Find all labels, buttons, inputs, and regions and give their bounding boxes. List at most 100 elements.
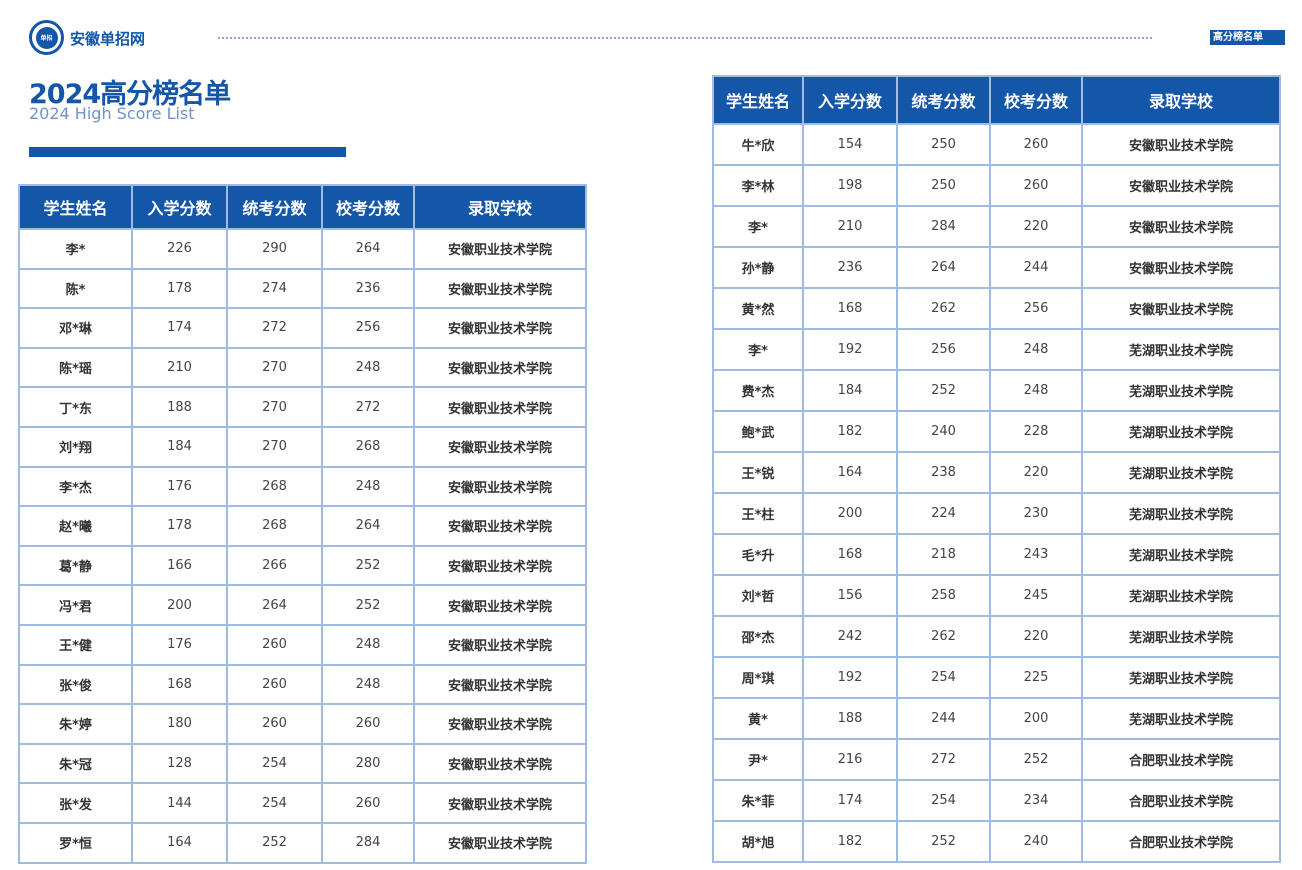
column-header-entry-score: 入学分数: [802, 75, 898, 125]
entry-score-cell: 144: [131, 782, 228, 824]
entry-score-cell: 180: [131, 703, 228, 745]
unified-score-cell: 268: [226, 465, 323, 508]
column-header-student-name: 学生姓名: [712, 75, 804, 125]
student-name-cell: 胡*旭: [712, 820, 804, 863]
student-name-cell: 李*杰: [18, 465, 133, 508]
column-header-entry-score: 入学分数: [131, 184, 228, 230]
column-header-school-score: 校考分数: [989, 75, 1083, 125]
admitted-school-cell: 安徽职业技术学院: [413, 663, 587, 706]
table-row: 李* 210 284 220 安徽职业技术学院: [712, 205, 1281, 248]
school-score-cell: 225: [989, 656, 1083, 699]
column-header-unified-score: 统考分数: [226, 184, 323, 230]
student-name-cell: 毛*升: [712, 533, 804, 576]
student-name-cell: 邵*杰: [712, 615, 804, 658]
unified-score-cell: 270: [226, 425, 323, 468]
unified-score-cell: 260: [226, 703, 323, 745]
entry-score-cell: 210: [802, 205, 898, 248]
table-row: 邵*杰 242 262 220 芜湖职业技术学院: [712, 615, 1281, 658]
student-name-cell: 孙*静: [712, 246, 804, 289]
student-name-cell: 丁*东: [18, 386, 133, 428]
student-name-cell: 冯*君: [18, 584, 133, 626]
school-score-cell: 220: [989, 451, 1083, 494]
school-score-cell: 248: [989, 369, 1083, 412]
school-score-cell: 260: [989, 164, 1083, 207]
entry-score-cell: 184: [131, 425, 228, 468]
entry-score-cell: 164: [802, 451, 898, 494]
admitted-school-cell: 安徽职业技术学院: [413, 623, 587, 666]
admitted-school-cell: 安徽职业技术学院: [413, 346, 587, 389]
admitted-school-cell: 安徽职业技术学院: [413, 505, 587, 547]
entry-score-cell: 174: [131, 307, 228, 349]
admitted-school-cell: 合肥职业技术学院: [1081, 738, 1281, 781]
school-score-cell: 230: [989, 492, 1083, 535]
entry-score-cell: 210: [131, 346, 228, 389]
entry-score-cell: 154: [802, 123, 898, 166]
admitted-school-cell: 芜湖职业技术学院: [1081, 451, 1281, 494]
entry-score-cell: 192: [802, 328, 898, 371]
entry-score-cell: 176: [131, 465, 228, 508]
table-row: 牛*欣 154 250 260 安徽职业技术学院: [712, 123, 1281, 166]
student-name-cell: 李*: [712, 328, 804, 371]
admitted-school-cell: 芜湖职业技术学院: [1081, 574, 1281, 617]
school-score-cell: 272: [321, 386, 415, 428]
table-row: 王*锐 164 238 220 芜湖职业技术学院: [712, 451, 1281, 494]
student-name-cell: 尹*: [712, 738, 804, 781]
school-score-cell: 228: [989, 410, 1083, 453]
column-header-student-name: 学生姓名: [18, 184, 133, 230]
table-row: 黄* 188 244 200 芜湖职业技术学院: [712, 697, 1281, 740]
school-score-cell: 256: [989, 287, 1083, 330]
admitted-school-cell: 芜湖职业技术学院: [1081, 656, 1281, 699]
score-table-left: 学生姓名 入学分数 统考分数 校考分数 录取学校 李* 226 290 264 安徽职业技术学院陈…: [18, 184, 587, 864]
entry-score-cell: 176: [131, 623, 228, 666]
entry-score-cell: 182: [802, 410, 898, 453]
entry-score-cell: 166: [131, 544, 228, 587]
school-score-cell: 243: [989, 533, 1083, 576]
entry-score-cell: 200: [802, 492, 898, 535]
entry-score-cell: 188: [802, 697, 898, 740]
table-row: 陈*瑶 210 270 248 安徽职业技术学院: [18, 346, 587, 389]
student-name-cell: 李*林: [712, 164, 804, 207]
unified-score-cell: 268: [226, 505, 323, 547]
admitted-school-cell: 芜湖职业技术学院: [1081, 328, 1281, 371]
table-row: 刘*翔 184 270 268 安徽职业技术学院: [18, 425, 587, 468]
school-score-cell: 200: [989, 697, 1083, 740]
entry-score-cell: 168: [802, 533, 898, 576]
table-row: 冯*君 200 264 252 安徽职业技术学院: [18, 584, 587, 626]
title-underline-bar: [29, 147, 346, 157]
table-row: 罗*恒 164 252 284 安徽职业技术学院: [18, 821, 587, 864]
unified-score-cell: 272: [896, 738, 991, 781]
unified-score-cell: 284: [896, 205, 991, 248]
student-name-cell: 陈*瑶: [18, 346, 133, 389]
table-row: 朱*冠 128 254 280 安徽职业技术学院: [18, 742, 587, 785]
school-score-cell: 264: [321, 505, 415, 547]
entry-score-cell: 168: [131, 663, 228, 706]
unified-score-cell: 218: [896, 533, 991, 576]
student-name-cell: 朱*菲: [712, 779, 804, 822]
unified-score-cell: 290: [226, 228, 323, 270]
student-name-cell: 牛*欣: [712, 123, 804, 166]
unified-score-cell: 266: [226, 544, 323, 587]
entry-score-cell: 178: [131, 505, 228, 547]
school-score-cell: 260: [321, 703, 415, 745]
score-table-right: 学生姓名 入学分数 统考分数 校考分数 录取学校 牛*欣 154 250 260 安徽职业技术学院…: [712, 75, 1281, 863]
student-name-cell: 刘*翔: [18, 425, 133, 468]
student-name-cell: 王*健: [18, 623, 133, 666]
entry-score-cell: 216: [802, 738, 898, 781]
entry-score-cell: 226: [131, 228, 228, 270]
unified-score-cell: 264: [896, 246, 991, 289]
student-name-cell: 赵*曦: [18, 505, 133, 547]
entry-score-cell: 184: [802, 369, 898, 412]
admitted-school-cell: 安徽职业技术学院: [413, 703, 587, 745]
student-name-cell: 鲍*武: [712, 410, 804, 453]
unified-score-cell: 250: [896, 123, 991, 166]
school-score-cell: 252: [321, 544, 415, 587]
entry-score-cell: 192: [802, 656, 898, 699]
school-score-cell: 248: [321, 623, 415, 666]
unified-score-cell: 272: [226, 307, 323, 349]
admitted-school-cell: 芜湖职业技术学院: [1081, 492, 1281, 535]
unified-score-cell: 224: [896, 492, 991, 535]
page-title: 2024高分榜名单: [29, 79, 231, 110]
table-row: 王*柱 200 224 230 芜湖职业技术学院: [712, 492, 1281, 535]
table-row: 邓*琳 174 272 256 安徽职业技术学院: [18, 307, 587, 349]
admitted-school-cell: 芜湖职业技术学院: [1081, 410, 1281, 453]
